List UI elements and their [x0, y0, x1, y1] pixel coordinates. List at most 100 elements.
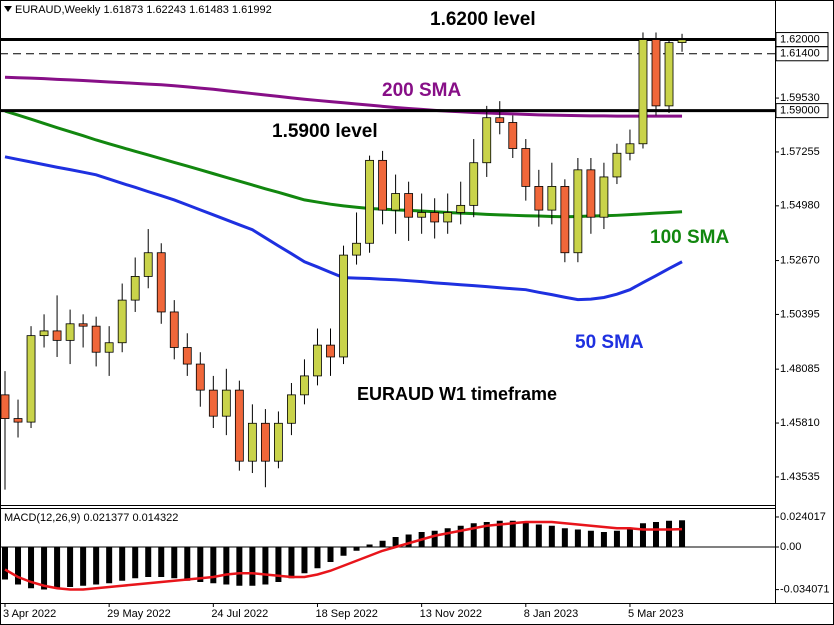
macd-bar — [67, 547, 74, 587]
macd-bar — [457, 525, 464, 547]
candle-body — [456, 204, 466, 213]
macd-bar — [210, 547, 217, 584]
annotation: 1.5900 level — [272, 121, 378, 142]
candle-body — [404, 193, 414, 218]
candle-body — [625, 143, 635, 154]
macd-bar — [54, 547, 61, 589]
macd-bar — [119, 547, 126, 581]
macd-bar — [171, 547, 178, 579]
y-tick-label: 1.59530 — [780, 92, 820, 104]
annotation: EURAUD W1 timeframe — [357, 384, 557, 404]
macd-bar — [470, 523, 477, 547]
macd-bar — [639, 523, 646, 547]
x-tick-label: 29 May 2022 — [107, 608, 171, 620]
candle-body — [651, 39, 661, 107]
candle-body — [247, 422, 257, 462]
macd-bar — [600, 532, 607, 547]
macd-bar — [327, 547, 334, 562]
candle-body — [326, 344, 335, 358]
macd-bar — [405, 534, 412, 547]
x-tick-label: 8 Jan 2023 — [524, 608, 578, 620]
sma-label: 50 SMA — [575, 332, 644, 353]
macd-bar — [93, 547, 100, 585]
candle-body — [221, 389, 231, 417]
x-tick-label: 18 Sep 2022 — [315, 608, 377, 620]
candle-body — [169, 311, 179, 348]
macd-bar — [535, 524, 542, 547]
macd-signal-line — [4, 520, 683, 591]
macd-label: MACD(12,26,9) — [4, 512, 80, 524]
y-tick-label: 1.48085 — [780, 363, 820, 375]
candle-body — [417, 212, 427, 218]
macd-bar — [666, 520, 673, 547]
candle-body — [13, 418, 23, 423]
candle-body — [130, 276, 140, 301]
macd-bar — [340, 547, 347, 556]
candle-body — [117, 299, 127, 344]
ohlc-close: 1.61992 — [232, 4, 272, 16]
candle-body — [300, 375, 309, 396]
y-tick-label: 1.57255 — [780, 146, 820, 158]
macd-bar — [431, 530, 438, 547]
macd-bar — [483, 522, 490, 547]
candle-body — [78, 323, 88, 327]
candle-body — [443, 212, 453, 223]
candle-body — [287, 394, 296, 424]
candle-body — [599, 176, 609, 218]
candle-body — [52, 330, 62, 341]
candle-body — [534, 186, 544, 211]
candle-body — [560, 186, 570, 254]
macd-bar — [275, 547, 282, 582]
macd-bar — [184, 547, 191, 581]
y-tick-label: 1.52670 — [780, 254, 820, 266]
candle-body — [430, 212, 440, 223]
level-label-box — [775, 46, 829, 62]
macd-y-tick-label: 0.00 — [780, 541, 801, 553]
macd-bar — [15, 547, 22, 585]
candle-body — [469, 162, 479, 206]
macd-bar — [158, 547, 165, 577]
macd-bar — [392, 537, 399, 547]
candle-body — [495, 117, 505, 123]
candle-body — [508, 122, 518, 149]
macd-bar — [613, 530, 620, 547]
level-label: 1.61400 — [780, 48, 820, 60]
macd-bar — [548, 525, 555, 547]
candle-body — [339, 254, 348, 358]
candle-body — [586, 169, 596, 218]
y-tick-label: 1.50395 — [780, 308, 820, 320]
candle-body — [612, 152, 622, 178]
macd-y-tick-label: -0.034071 — [780, 583, 830, 595]
candle-body — [104, 342, 114, 353]
menu-triangle — [4, 6, 12, 12]
macd-bar — [80, 547, 87, 586]
sma-label: 100 SMA — [650, 227, 729, 248]
macd-bar — [626, 528, 633, 547]
ohlc-low: 1.61483 — [189, 4, 229, 16]
ohlc-open: 1.61873 — [103, 4, 143, 16]
ohlc-high: 1.62243 — [146, 4, 186, 16]
candle-body — [677, 39, 687, 43]
candle-body — [274, 422, 283, 462]
sma-label: 200 SMA — [382, 80, 461, 101]
candle-body — [195, 363, 205, 391]
macd-signal: 0.014322 — [132, 512, 178, 524]
macd-bar — [132, 547, 139, 579]
macd-bar — [496, 520, 503, 547]
macd-bar — [28, 547, 35, 589]
macd-bar — [679, 520, 686, 547]
candle-body — [91, 325, 101, 353]
macd-bar — [444, 528, 451, 547]
macd-bar — [653, 522, 659, 547]
candle-body — [664, 42, 674, 107]
annotation: 1.6200 level — [430, 9, 536, 30]
y-tick-label: 1.54980 — [780, 200, 820, 212]
macd-bar — [574, 529, 581, 547]
macd-bar — [262, 547, 269, 585]
symbol: EURAUD,Weekly — [15, 4, 101, 16]
macd-bar — [41, 547, 48, 590]
candle-body — [547, 186, 557, 211]
candle-body — [0, 394, 10, 419]
candle-body — [521, 148, 531, 187]
